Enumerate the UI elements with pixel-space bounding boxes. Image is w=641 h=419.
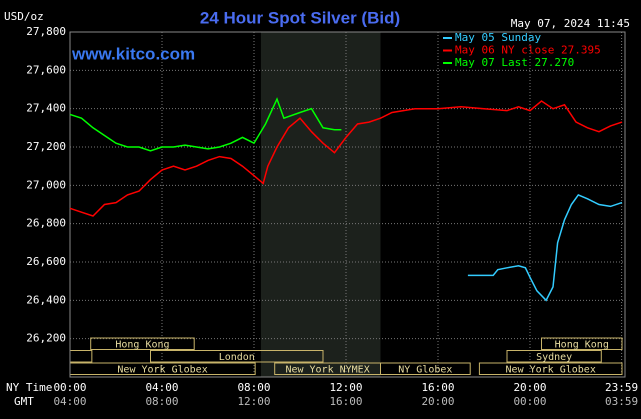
y-tick-label: 26,800 xyxy=(26,217,66,230)
session-label: Hong Kong xyxy=(555,339,609,350)
legend-label: May 07 Last 27.270 xyxy=(455,56,574,69)
series-line xyxy=(69,97,342,152)
x2-tick-label: 08:00 xyxy=(145,395,178,408)
series-line xyxy=(69,100,623,217)
y-tick-label: 27,600 xyxy=(26,63,66,76)
x-row-label: NY Time xyxy=(6,381,52,394)
x2-tick-label: 00:00 xyxy=(513,395,546,408)
x-tick-label: 08:00 xyxy=(237,381,270,394)
y-tick-label: 26,400 xyxy=(26,293,66,306)
session-box xyxy=(506,350,602,363)
timestamp: May 07, 2024 11:45 xyxy=(511,17,630,30)
legend-label: May 05 Sunday xyxy=(455,31,541,44)
y-tick-label: 27,800 xyxy=(26,25,66,38)
session-label: New York Globex xyxy=(117,364,207,375)
x-tick-label: 12:00 xyxy=(329,381,362,394)
y-tick-label: 27,400 xyxy=(26,102,66,115)
session-label: Hong Kong xyxy=(115,339,169,350)
x2-tick-label: 12:00 xyxy=(237,395,270,408)
session-box xyxy=(90,337,195,350)
y-tick-label: 26,200 xyxy=(26,332,66,345)
x-tick-label: 00:00 xyxy=(53,381,86,394)
site-label: www.kitco.com xyxy=(71,44,195,63)
session-box xyxy=(478,362,623,375)
x2-tick-label: 20:00 xyxy=(421,395,454,408)
chart-title: 24 Hour Spot Silver (Bid) xyxy=(200,8,400,27)
x-tick-label: 16:00 xyxy=(421,381,454,394)
session-label: London xyxy=(219,352,255,363)
series-line xyxy=(467,193,623,302)
session-label: NY Globex xyxy=(398,364,452,375)
plot-frame xyxy=(69,31,626,378)
x-tick-label: 23:59 xyxy=(605,381,638,394)
highlight-region xyxy=(260,32,381,377)
x2-tick-label: 16:00 xyxy=(329,395,362,408)
y-tick-label: 26,600 xyxy=(26,255,66,268)
y-tick-label: 27,200 xyxy=(26,140,66,153)
session-box xyxy=(541,337,623,350)
session-label: New York NYMEX xyxy=(285,364,369,375)
legend-label: May 06 NY close 27.395 xyxy=(455,44,601,57)
session-box xyxy=(150,350,324,363)
unit-label: USD/oz xyxy=(4,10,44,23)
x2-row-label: GMT xyxy=(14,395,34,408)
x-tick-label: 20:00 xyxy=(513,381,546,394)
x2-tick-label: 04:00 xyxy=(53,395,86,408)
session-label: Sydney xyxy=(536,352,572,363)
session-box xyxy=(380,362,471,375)
session-label: New York Globex xyxy=(506,364,596,375)
x-tick-label: 04:00 xyxy=(145,381,178,394)
x2-tick-label: 03:59 xyxy=(605,395,638,408)
y-tick-label: 27,000 xyxy=(26,178,66,191)
